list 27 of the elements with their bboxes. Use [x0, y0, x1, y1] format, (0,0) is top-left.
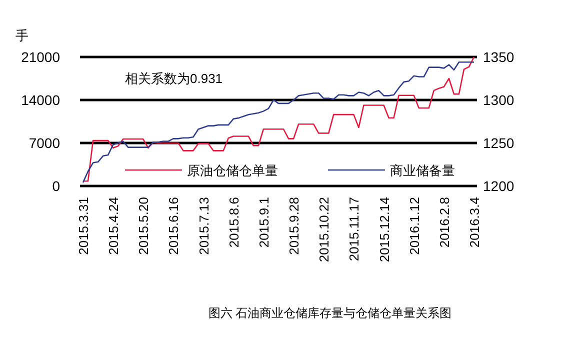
legend-label: 原油仓储仓单量 — [187, 163, 278, 178]
x-tick-label: 2015.8.6 — [226, 197, 242, 248]
x-tick-label: 2015.9.28 — [286, 197, 302, 255]
x-tick-label: 2016.2.8 — [436, 197, 452, 248]
x-tick-label: 2015.10.22 — [316, 197, 332, 262]
y2-tick-label: 1350 — [483, 49, 514, 65]
y2-tick-label: 1300 — [483, 92, 514, 108]
x-tick-label: 2016.3.4 — [467, 197, 482, 248]
legend-label: 商业储备量 — [390, 163, 455, 178]
y-tick-label: 21000 — [21, 49, 60, 65]
annotation: 相关系数为0.931 — [125, 71, 223, 86]
y2-tick-label: 1250 — [483, 135, 514, 151]
x-tick-label: 2015.4.24 — [106, 197, 122, 255]
x-tick-label: 2015.6.16 — [166, 197, 182, 255]
x-tick-label: 2015.9.1 — [256, 197, 272, 248]
text: 图六 石油商业仓储库存量与仓储仓单量关系图 — [208, 306, 452, 320]
y-tick-label: 7000 — [28, 135, 60, 151]
x-tick-label: 2016.1.12 — [406, 197, 422, 255]
y-tick-label: 14000 — [21, 92, 60, 108]
y-axis-title: 手 — [16, 28, 28, 43]
y2-tick-label: 1200 — [483, 178, 514, 194]
x-tick-label: 2015.5.20 — [136, 197, 152, 255]
x-tick-label: 2015.11.17 — [346, 197, 362, 262]
x-tick-label: 2015.3.31 — [76, 197, 91, 255]
y-tick-label: 0 — [52, 178, 60, 194]
x-tick-label: 2015.7.13 — [196, 197, 212, 255]
x-tick-label: 2015.12.14 — [376, 197, 392, 262]
